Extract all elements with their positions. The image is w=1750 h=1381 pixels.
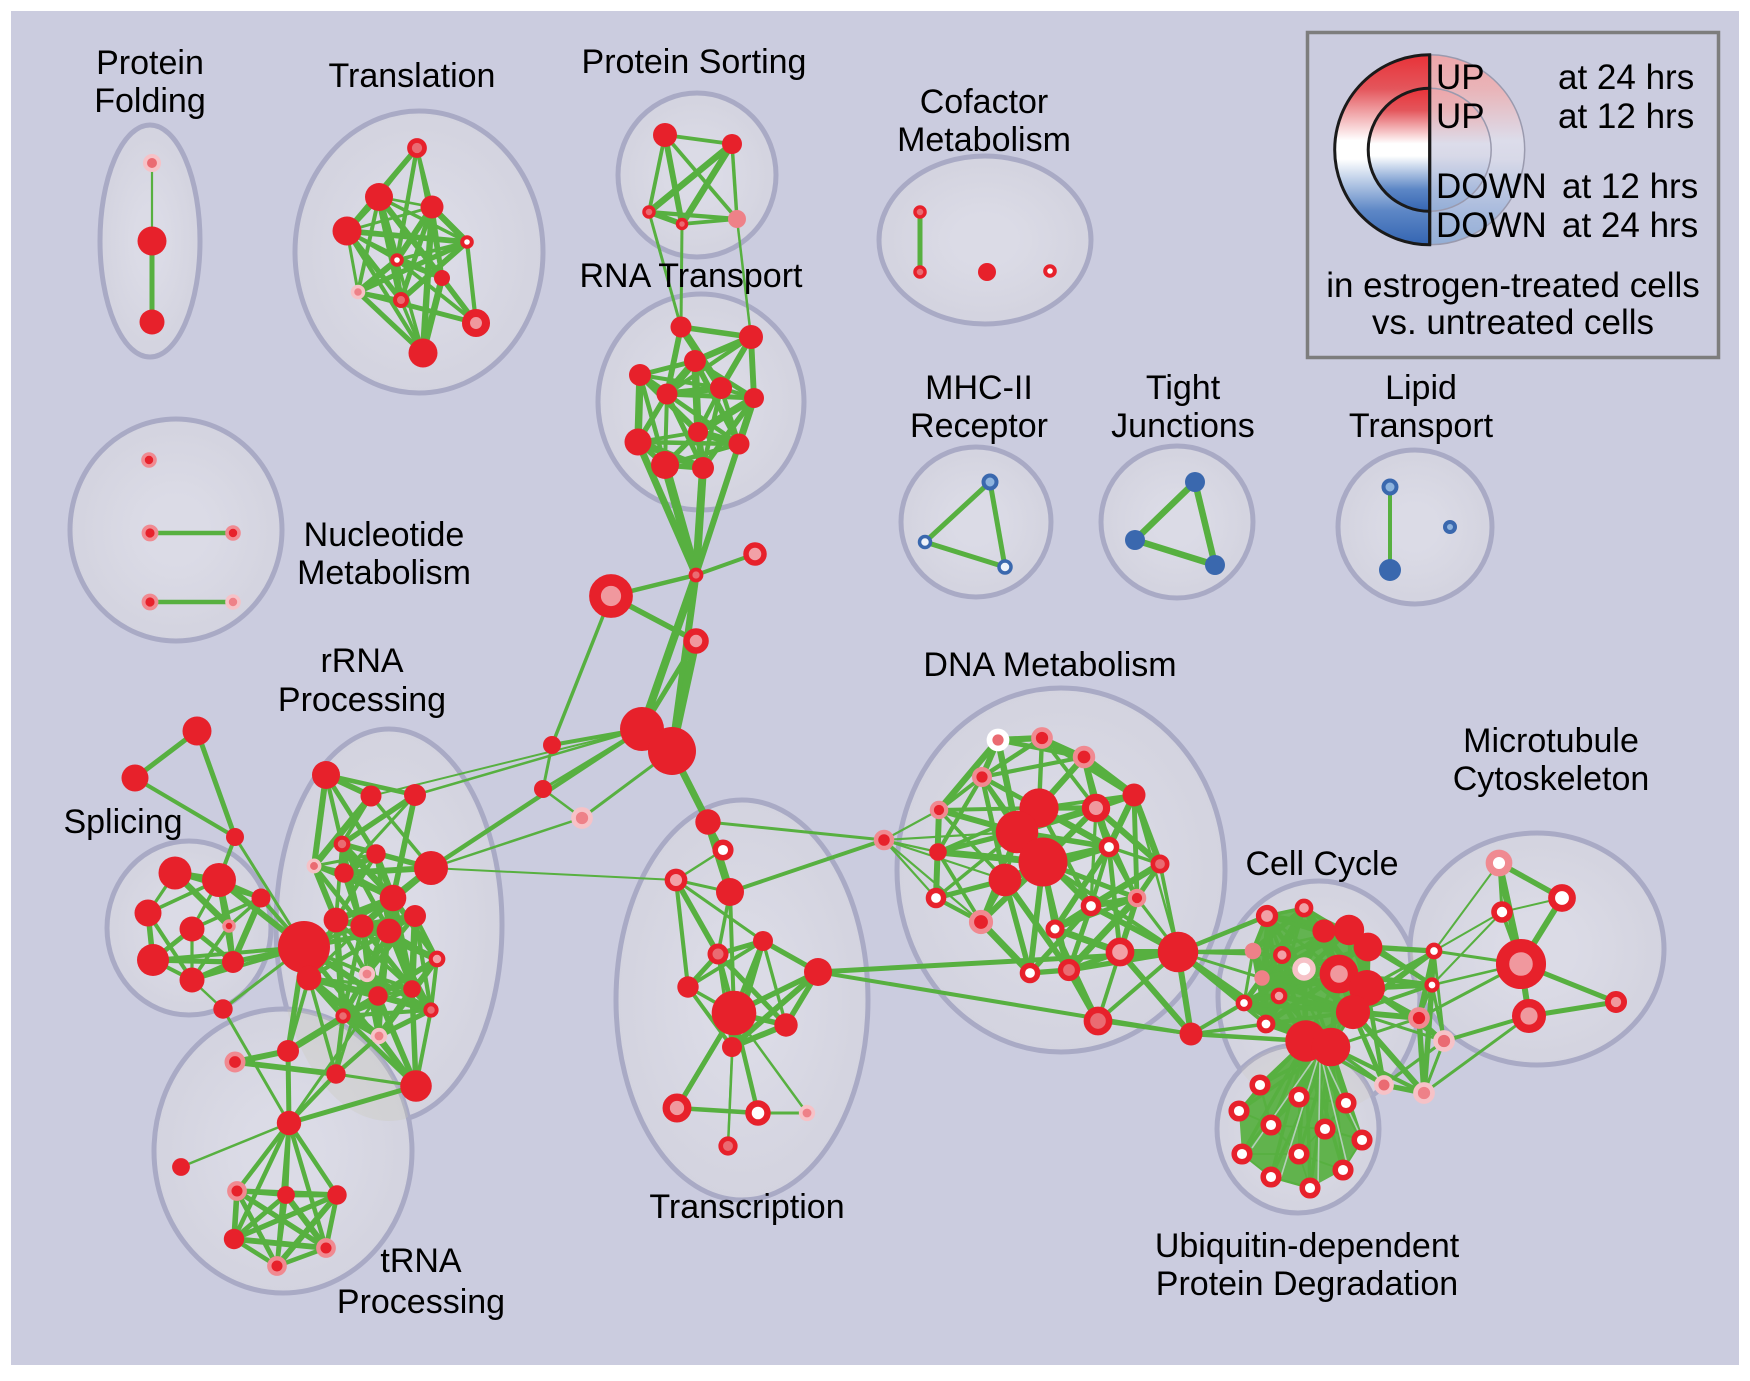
svg-text:Transcription: Transcription — [649, 1188, 844, 1226]
svg-text:Protein Sorting: Protein Sorting — [582, 43, 807, 81]
svg-text:Splicing: Splicing — [63, 803, 182, 841]
svg-text:Metabolism: Metabolism — [297, 554, 471, 592]
svg-text:Microtubule: Microtubule — [1463, 722, 1639, 760]
svg-text:Receptor: Receptor — [910, 407, 1048, 445]
svg-text:Protein Degradation: Protein Degradation — [1156, 1265, 1458, 1303]
svg-text:DNA Metabolism: DNA Metabolism — [923, 646, 1176, 684]
svg-text:Processing: Processing — [278, 681, 446, 719]
svg-text:Translation: Translation — [329, 57, 496, 95]
svg-text:Metabolism: Metabolism — [897, 121, 1071, 159]
svg-text:tRNA: tRNA — [380, 1242, 462, 1280]
svg-text:RNA Transport: RNA Transport — [580, 257, 804, 295]
svg-text:Processing: Processing — [337, 1283, 505, 1321]
svg-text:in estrogen-treated cells: in estrogen-treated cells — [1326, 266, 1700, 305]
svg-text:DOWN: DOWN — [1436, 167, 1547, 206]
svg-text:MHC-II: MHC-II — [925, 369, 1033, 407]
svg-text:Cell Cycle: Cell Cycle — [1245, 845, 1398, 883]
svg-text:at 12 hrs: at 12 hrs — [1558, 97, 1694, 136]
svg-text:Cofactor: Cofactor — [920, 83, 1049, 121]
svg-text:Junctions: Junctions — [1111, 407, 1255, 445]
svg-text:Transport: Transport — [1349, 407, 1494, 445]
svg-text:Ubiquitin-dependent: Ubiquitin-dependent — [1155, 1227, 1460, 1265]
svg-text:at 24 hrs: at 24 hrs — [1558, 58, 1694, 97]
svg-text:Folding: Folding — [94, 82, 206, 120]
svg-text:at 12 hrs: at 12 hrs — [1562, 167, 1698, 206]
svg-text:UP: UP — [1436, 97, 1485, 136]
svg-text:Nucleotide: Nucleotide — [304, 516, 465, 554]
svg-text:rRNA: rRNA — [320, 642, 403, 680]
svg-text:Lipid: Lipid — [1385, 369, 1457, 407]
svg-text:UP: UP — [1436, 58, 1485, 97]
svg-text:Cytoskeleton: Cytoskeleton — [1453, 760, 1650, 798]
svg-text:DOWN: DOWN — [1436, 206, 1547, 245]
svg-text:vs. untreated cells: vs. untreated cells — [1372, 303, 1654, 342]
svg-text:Protein: Protein — [96, 44, 204, 82]
svg-text:at 24 hrs: at 24 hrs — [1562, 206, 1698, 245]
svg-text:Tight: Tight — [1146, 369, 1221, 407]
